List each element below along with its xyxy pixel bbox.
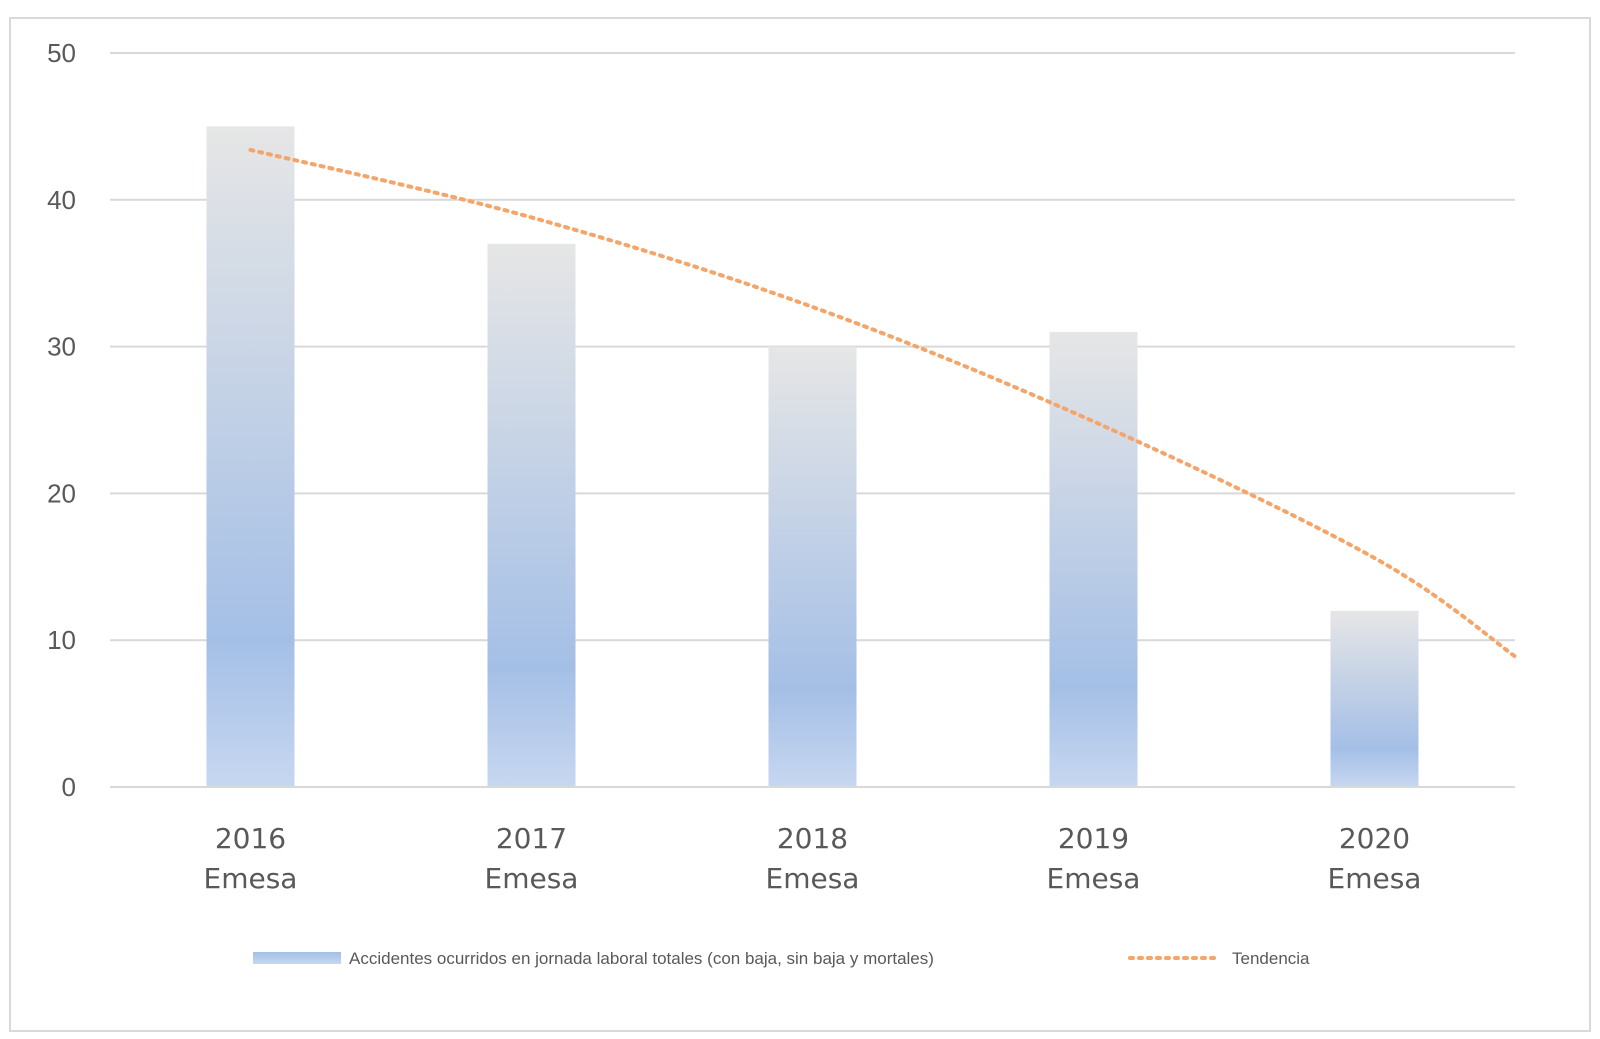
bar [206, 126, 295, 787]
x-category-label: 2016 Emesa [204, 822, 298, 895]
legend-label-bars: Accidentes ocurridos en jornada laboral … [349, 949, 934, 968]
x-category-label: 2019 Emesa [1047, 822, 1141, 895]
bars [110, 126, 1515, 788]
x-category-label: 2018 Emesa [766, 822, 860, 895]
legend-label-trend: Tendencia [1232, 949, 1310, 968]
x-tick-company: Emesa [1328, 862, 1422, 895]
x-tick-company: Emesa [766, 862, 860, 895]
x-tick-company: Emesa [485, 862, 579, 895]
y-tick-label: 40 [47, 185, 76, 215]
x-tick-year: 2020 [1339, 822, 1410, 855]
x-category-label: 2020 Emesa [1328, 822, 1422, 895]
y-tick-label: 10 [47, 625, 76, 655]
legend: Accidentes ocurridos en jornada laboral … [253, 949, 1310, 968]
bar [487, 243, 576, 788]
legend-swatch-bars [253, 952, 341, 964]
bar [768, 346, 857, 787]
y-tick-label: 50 [47, 38, 76, 68]
y-axis: 0 10 20 30 40 50 [47, 38, 76, 802]
x-tick-year: 2018 [777, 822, 848, 855]
x-axis: 2016Emesa2017Emesa2018Emesa2019Emesa2020… [204, 822, 1422, 895]
x-tick-year: 2017 [496, 822, 567, 855]
x-category-label: 2017 Emesa [485, 822, 579, 895]
y-tick-label: 30 [47, 332, 76, 362]
x-tick-company: Emesa [204, 862, 298, 895]
bar [1330, 610, 1419, 787]
trendline-layer [248, 147, 1517, 659]
x-tick-year: 2016 [215, 822, 286, 855]
x-tick-company: Emesa [1047, 862, 1141, 895]
y-tick-label: 0 [62, 772, 76, 802]
bar [1049, 331, 1138, 787]
x-tick-year: 2019 [1058, 822, 1129, 855]
trendline [248, 147, 1517, 659]
y-tick-label: 20 [47, 478, 76, 508]
